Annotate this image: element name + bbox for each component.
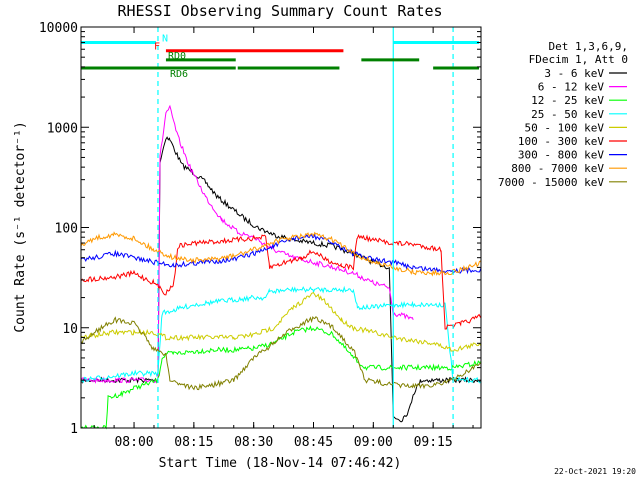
y-tick-label: 10 <box>62 322 78 337</box>
series-line-6-12-kev <box>80 104 414 384</box>
legend-label-12-25-kev: 12 - 25 keV <box>531 94 604 107</box>
legend-label-3-6-kev: 3 - 6 keV <box>544 67 604 80</box>
x-axis-ticks: 08:00 08:15 08:30 08:45 09:00 09:15 <box>93 27 474 450</box>
series-group <box>80 104 482 430</box>
flag-label-n: N <box>162 34 168 45</box>
legend-label-25-50-kev: 25 - 50 keV <box>531 108 604 121</box>
legend-label-800-7000-kev: 800 - 7000 keV <box>511 162 604 175</box>
x-tick-label: 09:00 <box>354 435 393 450</box>
flag-label-rd6: RD6 <box>170 69 188 80</box>
y-tick-label: 1 <box>70 422 78 437</box>
legend-header-line-2: FDecim 1, Att 0 <box>529 53 628 66</box>
series-line-3-6-kev <box>80 136 482 423</box>
x-tick-label: 08:00 <box>114 435 153 450</box>
series-line-800-7000-kev <box>80 231 482 277</box>
y-tick-label: 1000 <box>47 121 78 136</box>
chart-title: RHESSI Observing Summary Count Rates <box>117 2 442 20</box>
legend-header-line-1: Det 1,3,6,9, <box>549 40 628 53</box>
legend-label-6-12-kev: 6 - 12 keV <box>538 81 605 94</box>
flag-label-f: F <box>154 42 160 53</box>
legend-label-300-800-kev: 300 - 800 keV <box>518 149 604 162</box>
series-line-300-800-kev <box>80 233 482 275</box>
legend: Det 1,3,6,9, FDecim 1, Att 0 3 - 6 keV6 … <box>498 40 628 189</box>
y-tick-label: 100 <box>55 222 78 237</box>
y-axis-ticks: 1 10 100 1000 10000 <box>39 21 481 437</box>
x-tick-label: 09:15 <box>414 435 453 450</box>
y-axis-label: Count Rate (s⁻¹ detector⁻¹) <box>13 121 28 332</box>
x-tick-label: 08:30 <box>234 435 273 450</box>
series-line-100-300-kev <box>80 234 482 330</box>
flag-label-rd0: RD0 <box>168 51 186 62</box>
y-tick-label: 10000 <box>39 21 78 36</box>
vertical-markers <box>157 27 454 428</box>
legend-label-50-100-kev: 50 - 100 keV <box>525 121 605 134</box>
x-tick-label: 08:15 <box>174 435 213 450</box>
date-stamp: 22-Oct-2021 19:20 <box>554 467 636 476</box>
flag-bars: NF RD0 RD6 <box>81 34 479 80</box>
series-line-25-50-kev <box>80 285 482 384</box>
x-tick-label: 08:45 <box>294 435 333 450</box>
legend-label-100-300-kev: 100 - 300 keV <box>518 135 604 148</box>
legend-label-7000-15000-kev: 7000 - 15000 keV <box>498 176 604 189</box>
series-line-50-100-kev <box>80 292 482 354</box>
x-axis-label: Start Time (18-Nov-14 07:46:42) <box>159 456 402 471</box>
series-line-7000-15000-kev <box>80 316 482 391</box>
